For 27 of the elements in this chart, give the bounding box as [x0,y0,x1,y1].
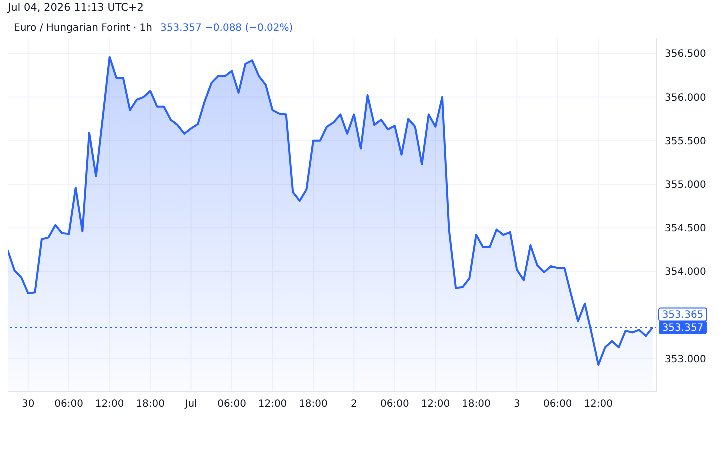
x-tick-label: 2 [351,399,358,410]
x-tick-label: 3 [514,399,520,410]
x-tick-label: 06:00 [380,399,410,410]
y-tick-label: 354.500 [665,224,706,235]
chart-subtitle: 353.357 −0.088 (−0.02%) [160,23,294,34]
y-tick-label: 354.000 [665,267,706,278]
x-tick-label: 12:00 [421,399,450,410]
x-tick-label: 06:00 [54,399,84,410]
y-tick-label: 356.500 [665,49,706,60]
y-tick-label: 353.000 [665,354,706,366]
y-tick-label: 355.500 [665,136,706,148]
text: Jul 04, 2026 11:13 UTC+2 [8,2,144,14]
x-tick-label: 18:00 [462,399,491,410]
x-tick-label: 12:00 [584,399,614,410]
ref-line-label: 353.357 [662,323,704,334]
x-tick-label: 12:00 [258,399,288,410]
x-tick-label: 18:00 [299,399,328,410]
x-tick-label: 18:00 [136,399,165,410]
x-tick-label: 06:00 [543,399,572,410]
text: 353.365 [662,310,704,322]
x-tick-label: Jul [184,399,198,410]
x-tick-label: 06:00 [218,399,246,410]
chart-title: Euro / Hungarian Forint · 1h [14,23,152,34]
y-tick-label: 356.000 [665,92,706,104]
x-tick-label: 30 [22,399,35,410]
y-tick-label: 355.000 [665,180,706,192]
x-tick-label: 12:00 [95,399,124,410]
